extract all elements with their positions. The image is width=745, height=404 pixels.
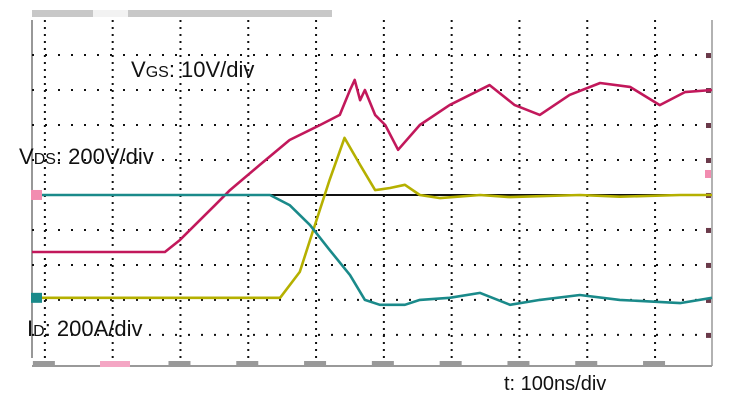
traces <box>32 78 713 307</box>
vgs-trace <box>32 78 713 254</box>
trigger-marker <box>100 361 130 367</box>
time-tick-label <box>643 361 666 365</box>
right-level-tick <box>706 297 711 303</box>
right-level-tick <box>706 123 711 129</box>
time-tick-label <box>507 361 530 365</box>
time-tick-label <box>371 361 394 365</box>
right-level-tick <box>706 53 711 59</box>
channel-markers <box>31 169 711 303</box>
header-strip <box>32 10 332 17</box>
time-tick-label <box>168 361 191 365</box>
right-level-tick <box>706 332 711 338</box>
time-tick-label <box>32 361 55 365</box>
scope-header-bar <box>32 10 332 17</box>
right-level-tick <box>706 262 711 268</box>
right-level-tick <box>706 227 711 233</box>
vds-trace <box>32 136 712 300</box>
right-level-tick <box>706 157 711 163</box>
id-trace <box>32 193 713 307</box>
header-tab <box>93 10 128 17</box>
vds-channel-marker <box>31 189 42 200</box>
time-scale-label: t: 100ns/div <box>504 373 607 395</box>
vgs-scale-label: VGS: 10V/div <box>131 57 255 82</box>
time-tick-label <box>304 361 327 365</box>
time-tick-label <box>236 361 259 365</box>
id-channel-marker <box>31 292 42 303</box>
vds-scale-label: VDS: 200V/div <box>19 144 154 169</box>
id-scale-label: ID: 200A/div <box>27 316 143 341</box>
time-tick-label <box>575 361 598 365</box>
time-tick-label <box>439 361 462 365</box>
vgs-level-marker <box>705 169 711 178</box>
